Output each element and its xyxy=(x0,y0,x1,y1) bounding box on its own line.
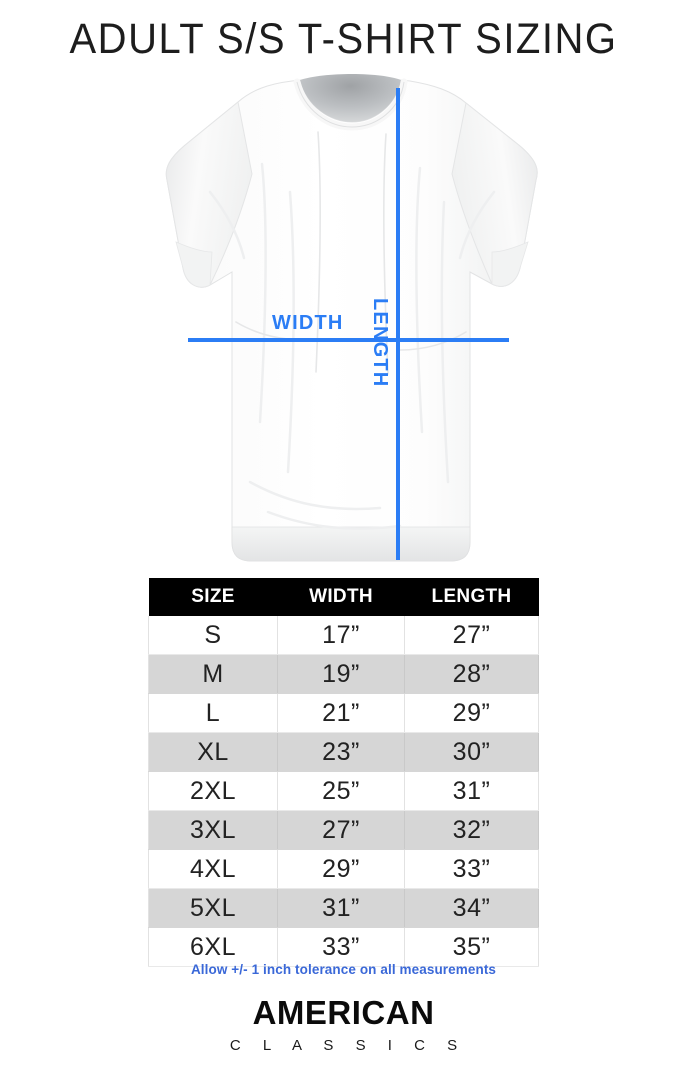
cell-width: 31” xyxy=(277,888,405,928)
cell-length: 27” xyxy=(404,616,539,655)
table-row: 3XL 27” 32” xyxy=(148,810,539,850)
shirt-sleeve-left-cuff xyxy=(175,241,213,288)
table-row: XL 23” 30” xyxy=(148,732,539,772)
cell-length: 32” xyxy=(404,810,539,850)
shirt-sleeve-right-cuff xyxy=(491,241,529,287)
table-row: 6XL 33” 35” xyxy=(148,927,539,967)
cell-width: 29” xyxy=(277,849,405,889)
shirt-hem xyxy=(231,526,471,562)
cell-width: 21” xyxy=(277,693,405,733)
width-label: WIDTH xyxy=(272,312,344,334)
cell-size: 3XL xyxy=(148,810,278,850)
table-row: M 19” 28” xyxy=(148,654,539,694)
tshirt-diagram: WIDTH LENGTH xyxy=(0,72,687,572)
cell-width: 27” xyxy=(277,810,405,850)
cell-size: S xyxy=(148,616,278,655)
tshirt-illustration xyxy=(165,74,538,562)
table-row: S 17” 27” xyxy=(148,616,539,655)
cell-width: 17” xyxy=(277,616,405,655)
header-size: SIZE xyxy=(148,578,278,616)
tolerance-note: Allow +/- 1 inch tolerance on all measur… xyxy=(190,962,497,977)
cell-length: 30” xyxy=(404,732,539,772)
header-length: LENGTH xyxy=(404,578,539,616)
collar-interior xyxy=(300,74,401,122)
cell-width: 23” xyxy=(277,732,405,772)
cell-length: 33” xyxy=(404,849,539,889)
cell-size: 2XL xyxy=(148,771,278,811)
table-row: L 21” 29” xyxy=(148,693,539,733)
cell-size: M xyxy=(148,654,278,694)
cell-width: 25” xyxy=(277,771,405,811)
size-chart-table: SIZE WIDTH LENGTH S 17” 27” M 19” 28” L … xyxy=(148,578,539,967)
table-row: 5XL 31” 34” xyxy=(148,888,539,928)
header-width: WIDTH xyxy=(277,578,405,616)
cell-width: 33” xyxy=(277,927,405,967)
cell-length: 31” xyxy=(404,771,539,811)
cell-length: 29” xyxy=(404,693,539,733)
fabric-folds xyxy=(208,162,496,530)
cell-size: 6XL xyxy=(148,927,278,967)
table-row: 4XL 29” 33” xyxy=(148,849,539,889)
length-measure-line xyxy=(396,88,400,560)
width-measure-line xyxy=(188,338,509,342)
page-title: ADULT S/S T-SHIRT SIZING xyxy=(69,16,618,63)
cell-length: 28” xyxy=(404,654,539,694)
table-header-row: SIZE WIDTH LENGTH xyxy=(148,578,539,616)
cell-length: 35” xyxy=(404,927,539,967)
brand-logo: AMERICAN C L A S S I C S xyxy=(0,994,687,1054)
cell-size: XL xyxy=(148,732,278,772)
cell-size: L xyxy=(148,693,278,733)
collar-rib-edge xyxy=(296,81,405,128)
length-label: LENGTH xyxy=(369,298,391,388)
table-row: 2XL 25” 31” xyxy=(148,771,539,811)
cell-length: 34” xyxy=(404,888,539,928)
cell-width: 19” xyxy=(277,654,405,694)
brand-name-secondary: C L A S S I C S xyxy=(229,1036,467,1054)
cell-size: 5XL xyxy=(148,888,278,928)
cell-size: 4XL xyxy=(148,849,278,889)
brand-name-primary: AMERICAN xyxy=(252,994,435,1031)
